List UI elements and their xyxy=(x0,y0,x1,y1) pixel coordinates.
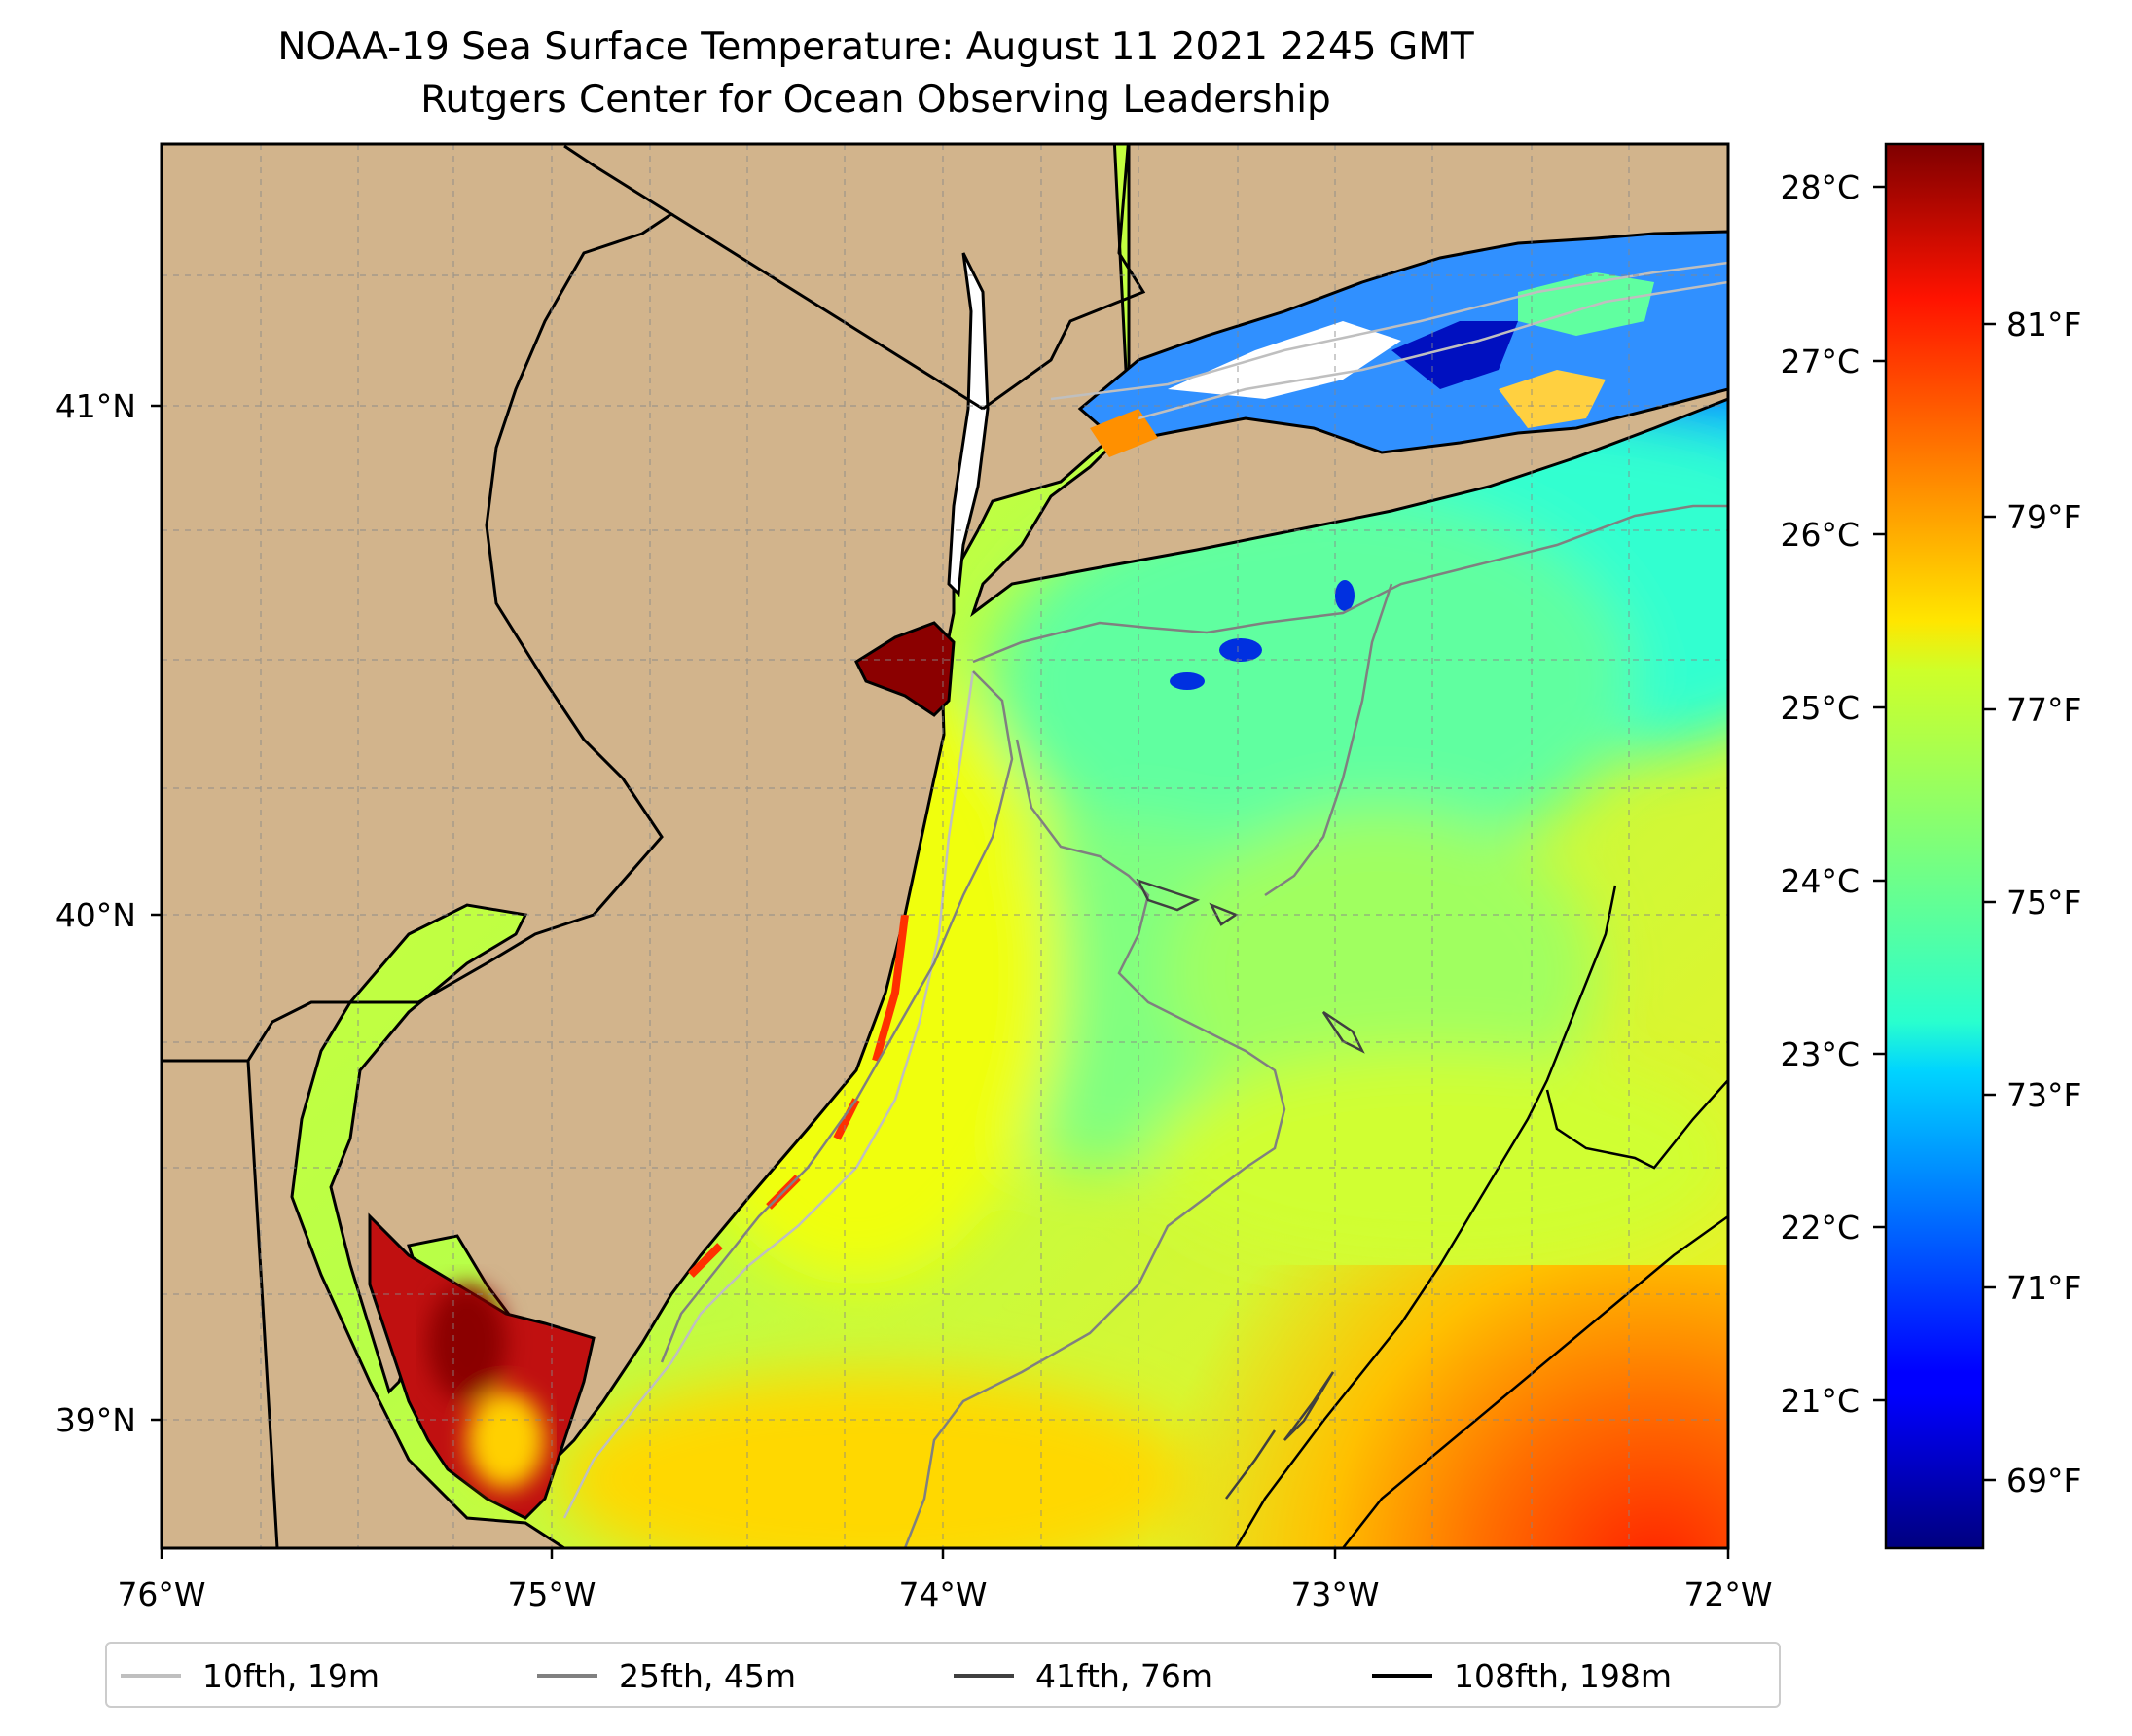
legend-item-10fth: 10fth, 19m xyxy=(121,1651,379,1700)
delaware-bay-detail xyxy=(428,1284,545,1489)
contour-25fth xyxy=(660,504,1728,1548)
cb-f-75: 75°F xyxy=(2006,884,2081,922)
contour-41fth xyxy=(1136,878,1365,1500)
state-borders xyxy=(162,144,1146,1548)
colorbar xyxy=(1884,142,1985,1550)
contour-10fth xyxy=(562,261,1728,1519)
cold-patch-markers xyxy=(1170,580,1355,690)
warm-southern-water xyxy=(1070,1265,1728,1548)
cb-c-28: 28°C xyxy=(1780,168,1860,206)
cb-c-22: 22°C xyxy=(1780,1209,1860,1247)
lon-tick-76w: 76°W xyxy=(117,1575,205,1613)
colorbar-fahrenheit-ticks xyxy=(1983,322,1996,1482)
legend-swatch-10fth xyxy=(121,1674,181,1678)
lat-tick-40n: 40°N xyxy=(55,896,136,934)
depth-contour-legend: 10fth, 19m 25fth, 45m 41fth, 76m 108fth,… xyxy=(105,1642,1781,1708)
contour-108fth xyxy=(1234,885,1728,1548)
cb-c-27: 27°C xyxy=(1780,343,1860,380)
map-subtitle: Rutgers Center for Ocean Observing Leade… xyxy=(420,78,1331,122)
legend-label-41fth: 41fth, 76m xyxy=(1035,1656,1212,1695)
legend-label-10fth: 10fth, 19m xyxy=(202,1656,379,1695)
cb-f-79: 79°F xyxy=(2006,498,2081,536)
axis-ticks xyxy=(151,404,1730,1559)
nj-lagoons xyxy=(688,914,909,1278)
cb-f-71: 71°F xyxy=(2006,1269,2081,1307)
cb-f-73: 73°F xyxy=(2006,1076,2081,1114)
legend-swatch-41fth xyxy=(954,1674,1014,1678)
colorbar-celsius-ticks xyxy=(1873,185,1886,1402)
map-gridlines xyxy=(162,144,1728,1548)
lon-tick-72w: 72°W xyxy=(1683,1575,1772,1613)
legend-item-41fth: 41fth, 76m xyxy=(954,1651,1212,1700)
cb-c-24: 24°C xyxy=(1780,862,1860,900)
cb-c-26: 26°C xyxy=(1780,516,1860,554)
legend-item-25fth: 25fth, 45m xyxy=(537,1651,796,1700)
cb-f-81: 81°F xyxy=(2006,306,2081,344)
cb-c-23: 23°C xyxy=(1780,1035,1860,1073)
cb-c-21: 21°C xyxy=(1780,1382,1860,1420)
lon-tick-73w: 73°W xyxy=(1290,1575,1379,1613)
lat-tick-39n: 39°N xyxy=(55,1401,136,1439)
legend-swatch-25fth xyxy=(537,1674,597,1678)
map-frame xyxy=(160,142,1730,1550)
legend-label-25fth: 25fth, 45m xyxy=(619,1656,796,1695)
cb-f-69: 69°F xyxy=(2006,1462,2081,1500)
map-title: NOAA-19 Sea Surface Temperature: August … xyxy=(277,25,1474,69)
lat-tick-41n: 41°N xyxy=(55,387,136,425)
legend-label-108fth: 108fth, 198m xyxy=(1454,1656,1672,1695)
hudson-river xyxy=(947,252,990,597)
legend-item-108fth: 108fth, 198m xyxy=(1372,1651,1672,1700)
legend-swatch-108fth xyxy=(1372,1674,1432,1678)
cb-c-25: 25°C xyxy=(1780,689,1860,727)
lon-tick-74w: 74°W xyxy=(898,1575,987,1613)
cb-f-77: 77°F xyxy=(2006,691,2081,729)
raritan-bay-water xyxy=(854,621,956,717)
lon-tick-75w: 75°W xyxy=(507,1575,596,1613)
